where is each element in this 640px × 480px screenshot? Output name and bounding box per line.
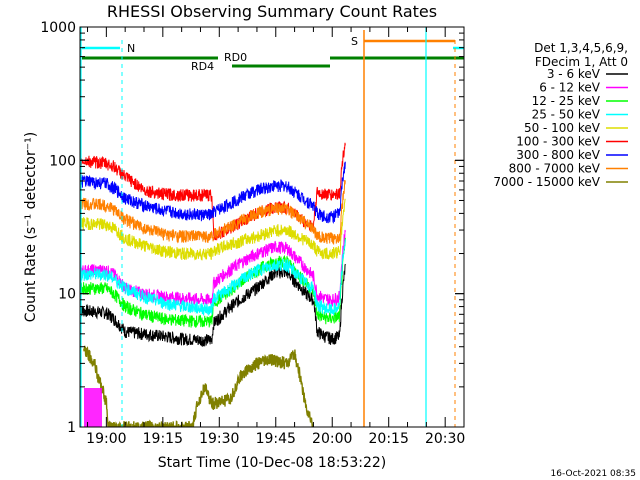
y-tick-label: 1 [67, 420, 76, 436]
x-tick-label: 19:30 [199, 431, 239, 447]
legend-header: FDecim 1, Att 0 [535, 55, 628, 69]
night-label: N [127, 42, 135, 55]
chart-title: RHESSI Observing Summary Count Rates [107, 2, 437, 21]
x-tick-label: 20:30 [425, 431, 465, 447]
legend-entry: 300 - 800 keV [516, 148, 600, 162]
series-line-3_6keV [80, 263, 346, 347]
legend-entry: 100 - 300 keV [516, 135, 600, 149]
series-line-50_100keV [80, 198, 346, 261]
x-axis-label: Start Time (10-Dec-08 18:53:22) [158, 455, 386, 471]
x-tick-label: 19:15 [143, 431, 183, 447]
x-tick-label: 20:00 [312, 431, 352, 447]
saa-label: S [351, 35, 358, 48]
series-line-7000_15000keV [83, 345, 314, 427]
rd4-label: RD4 [191, 60, 214, 73]
x-tick-label: 19:00 [86, 431, 126, 447]
legend-entry: 7000 - 15000 keV [493, 175, 600, 189]
y-axis-label: Count Rate (s⁻¹ detector⁻¹) [23, 132, 39, 322]
legend-entry: 3 - 6 keV [547, 67, 601, 81]
y-tick-label: 10 [58, 287, 76, 303]
legend-entry: 800 - 7000 keV [509, 162, 601, 176]
legend-header: Det 1,3,4,5,6,9, [534, 41, 628, 55]
series-line-6_12keV [80, 229, 346, 307]
low-count-burst [84, 388, 102, 427]
legend-entry: 50 - 100 keV [524, 121, 601, 135]
plot-area [80, 142, 346, 427]
y-tick-label: 1000 [40, 20, 76, 36]
legend-entry: 25 - 50 keV [532, 108, 601, 122]
y-tick-label: 100 [49, 153, 76, 169]
series-line-25_50keV [80, 239, 346, 317]
series-line-800_7000keV [80, 179, 346, 245]
plot-frame [79, 26, 465, 428]
x-tick-label: 19:45 [256, 431, 296, 447]
legend-entry: 12 - 25 keV [532, 94, 601, 108]
timestamp: 16-Oct-2021 08:35 [551, 469, 636, 479]
series-line-300_800keV [80, 161, 346, 225]
legend-entry: 6 - 12 keV [539, 81, 601, 95]
x-tick-label: 20:15 [369, 431, 409, 447]
rd0-label: RD0 [224, 51, 247, 64]
